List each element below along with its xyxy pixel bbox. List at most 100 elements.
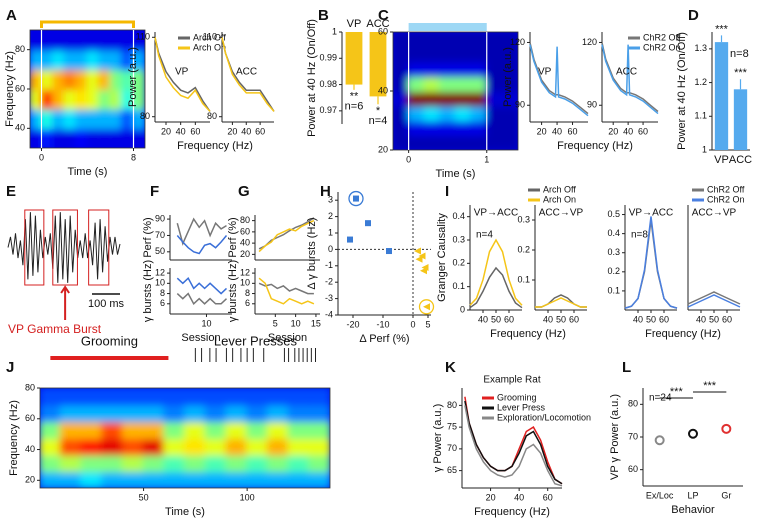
x-axis-label: Behavior <box>671 504 715 516</box>
panel-letter: G <box>238 183 250 200</box>
y-axis-label: VP γ Power (a.u.) <box>609 394 621 480</box>
category-label: ACC <box>729 154 752 166</box>
series-line <box>464 405 563 487</box>
y-tick-label: 0.1 <box>452 281 465 291</box>
x-tick-label: 40 <box>633 314 643 324</box>
heat-cell <box>86 127 100 148</box>
heat-cell <box>142 403 166 423</box>
y-tick-label: 0.2 <box>452 258 465 268</box>
series-line <box>176 276 228 295</box>
heat-cell <box>266 470 290 488</box>
x-tick-label: 40 <box>623 126 633 136</box>
heat-cell <box>184 470 207 488</box>
heat-cell <box>184 420 207 439</box>
heat-cell <box>98 127 112 148</box>
y-tick-label: 40 <box>240 238 250 248</box>
point <box>386 248 392 255</box>
x-tick-label: 50 <box>556 314 566 324</box>
x-axis-label: Frequency (Hz) <box>490 328 566 340</box>
significance: *** <box>670 386 684 398</box>
heat-cell <box>52 68 66 90</box>
x-axis-label: Frequency (Hz) <box>557 140 633 152</box>
heat-cell <box>454 119 473 137</box>
y-tick-label: 60 <box>628 464 638 474</box>
heat-cell <box>30 88 43 110</box>
y-tick-label: 1.3 <box>694 43 707 53</box>
x-tick-label: 50 <box>139 492 149 502</box>
heat-cell <box>204 453 228 473</box>
heat-cell <box>40 107 54 130</box>
heat-cell <box>204 437 228 456</box>
heat-cell <box>393 90 410 107</box>
heat-cell <box>121 68 135 90</box>
heat-cell <box>142 437 166 456</box>
significance: *** <box>703 380 717 392</box>
y-tick-label: 80 <box>447 400 457 410</box>
heat-cell <box>423 45 441 63</box>
y-tick-label: 120 <box>510 37 525 47</box>
heat-cell <box>287 388 311 406</box>
x-tick-label: 20 <box>161 126 171 136</box>
heat-cell <box>59 403 83 423</box>
y-tick-label: -2 <box>325 277 333 287</box>
y-tick-label: 0.98 <box>319 79 337 89</box>
x-axis-label: Session <box>181 332 220 344</box>
y-tick-label: 2 <box>328 211 333 221</box>
heat-cell <box>59 388 83 406</box>
heat-cell <box>454 134 473 150</box>
heat-cell <box>407 119 426 137</box>
heat-cell <box>454 45 473 63</box>
y-tick-label: 12 <box>240 267 250 277</box>
y-tick-label: 90 <box>587 100 597 110</box>
y-tick-label: 12 <box>155 267 165 277</box>
heat-cell <box>163 420 186 439</box>
heat-cell <box>142 470 166 488</box>
x-tick-label: 20 <box>486 492 496 502</box>
heat-cell <box>109 88 123 110</box>
x-axis-label: Time (s) <box>436 168 476 180</box>
heat-cell <box>63 30 77 51</box>
y-axis-label: Power at 40 Hz (On/Off) <box>306 19 318 137</box>
chart-title: Example Rat <box>483 375 540 386</box>
heat-cell <box>109 48 123 71</box>
annotation: n=24 <box>649 393 672 404</box>
y-axis-label: Power (a.u.) <box>502 47 514 107</box>
heat-cell <box>225 437 249 456</box>
burst-label: VP Gamma Burst <box>8 322 102 336</box>
segment-label: Grooming <box>81 333 138 348</box>
heat-cell <box>121 403 145 423</box>
x-axis-label: Time (s) <box>165 506 205 518</box>
heat-cell <box>30 107 43 130</box>
y-tick-label: -1 <box>325 260 333 270</box>
y-tick-label: 1 <box>702 144 707 154</box>
heat-cell <box>40 88 54 110</box>
y-axis-label: Frequency (Hz) <box>4 51 16 127</box>
heat-cell <box>52 88 66 110</box>
category-label: ACC <box>366 18 389 30</box>
panel-letter: E <box>6 183 16 200</box>
significance: * <box>376 105 381 117</box>
x-tick-label: -10 <box>376 319 389 329</box>
heat-cell <box>101 403 124 423</box>
y-tick-label: 1 <box>332 26 337 36</box>
heat-cell <box>470 134 488 150</box>
y-tick-label: 0.1 <box>517 274 530 284</box>
series-line <box>176 235 228 255</box>
heat-cell <box>52 30 66 51</box>
heat-cell <box>40 420 62 439</box>
x-tick-label: 40 <box>478 314 488 324</box>
heat-cell <box>121 420 145 439</box>
heat-cell <box>86 48 100 71</box>
heat-cell <box>40 437 62 456</box>
series-line <box>154 37 211 112</box>
heat-cell <box>98 68 112 90</box>
heat-cell <box>184 453 207 473</box>
heat-cell <box>184 388 207 406</box>
heat-cell <box>225 420 249 439</box>
category-label: LP <box>687 490 698 500</box>
y-tick-label: 120 <box>582 37 597 47</box>
heat-cell <box>86 30 100 51</box>
y-tick-label: 75 <box>447 422 457 432</box>
heat-cell <box>501 90 518 107</box>
y-tick-label: 80 <box>207 111 217 121</box>
